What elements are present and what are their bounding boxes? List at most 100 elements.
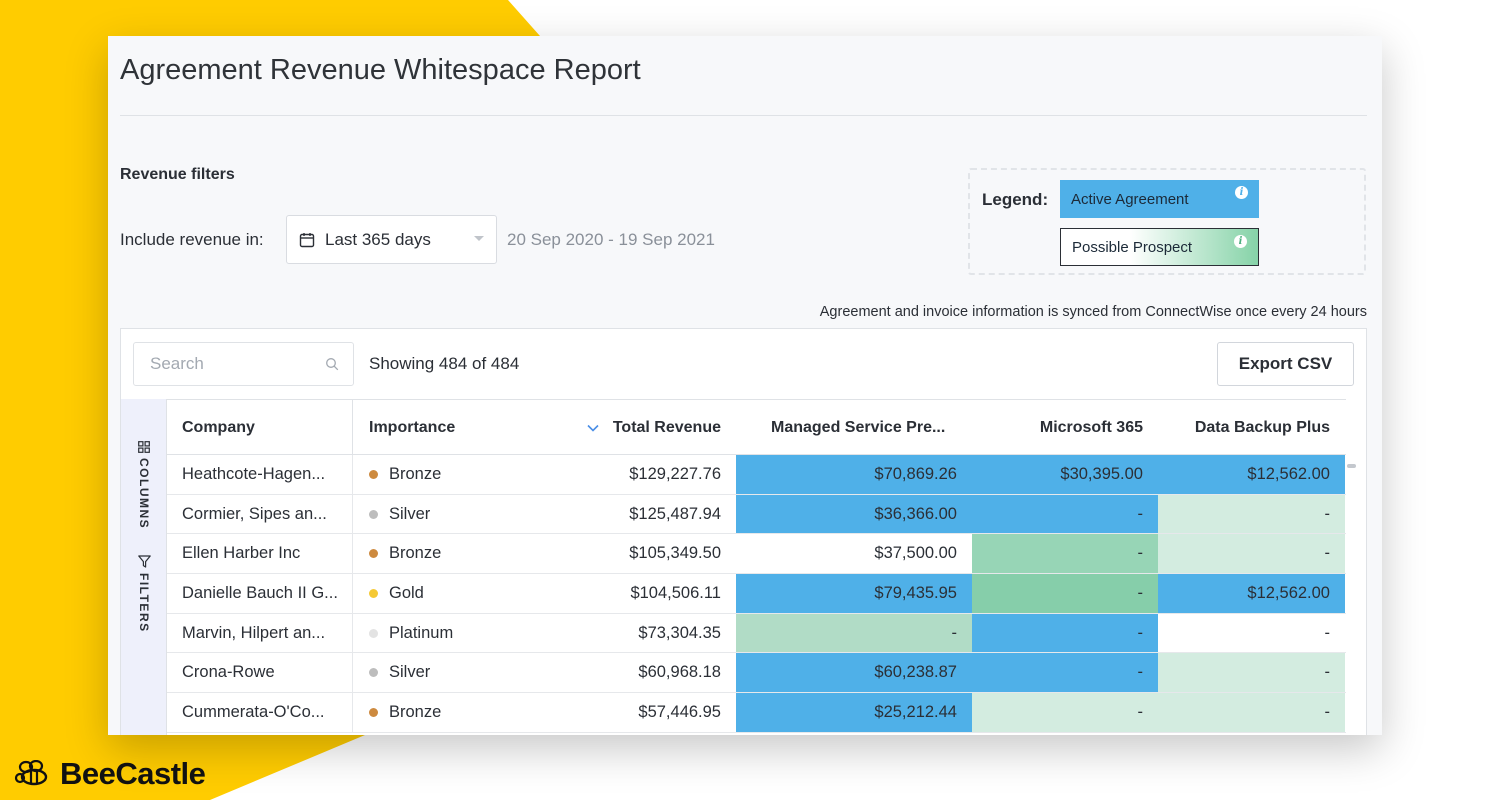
data-backup-plus-cell: $12,562.00 bbox=[1158, 455, 1345, 494]
report-card: Agreement Revenue Whitespace Report Reve… bbox=[108, 36, 1382, 735]
filters-label: FILTERS bbox=[137, 573, 151, 633]
importance-label: Bronze bbox=[389, 544, 442, 563]
data-backup-plus-cell: - bbox=[1158, 693, 1345, 732]
table-row[interactable]: Heathcote-Hagen... Bronze $129,227.76 $7… bbox=[167, 455, 1346, 495]
platinum-dot-icon bbox=[369, 628, 378, 638]
page-title: Agreement Revenue Whitespace Report bbox=[120, 54, 641, 86]
managed-service-cell: - bbox=[736, 613, 972, 653]
table-row[interactable]: Cummerata-O'Co... Bronze $57,446.95 $25,… bbox=[167, 693, 1346, 733]
column-header-data-backup-plus[interactable]: Data Backup Plus bbox=[1158, 400, 1345, 456]
column-header-label: Total Revenue bbox=[612, 419, 721, 436]
column-header-total-revenue[interactable]: Total Revenue bbox=[553, 400, 736, 456]
grid-side-panel: COLUMNS FILTERS bbox=[121, 399, 167, 735]
columns-label: COLUMNS bbox=[137, 458, 151, 530]
legend: Legend: Active Agreement i Possible Pros… bbox=[968, 168, 1366, 275]
company-cell: Danielle Bauch II G... bbox=[167, 574, 353, 613]
data-backup-plus-cell: $12,562.00 bbox=[1158, 574, 1345, 613]
importance-label: Platinum bbox=[389, 623, 454, 642]
table-row[interactable]: Marvin, Hilpert an... Platinum $73,304.3… bbox=[167, 613, 1346, 654]
importance-cell: Bronze bbox=[353, 693, 553, 732]
brand-logo: BeeCastle bbox=[12, 756, 206, 792]
data-backup-plus-cell: - bbox=[1158, 613, 1345, 653]
table-row[interactable]: Ellen Harber Inc Bronze $105,349.50 $37,… bbox=[167, 534, 1346, 575]
column-header-importance[interactable]: Importance bbox=[353, 400, 553, 456]
bronze-dot-icon bbox=[369, 707, 378, 717]
data-table: Company Importance Total Revenue Managed… bbox=[167, 399, 1346, 733]
total-revenue-cell: $104,506.11 bbox=[630, 583, 721, 602]
scrollbar-thumb[interactable] bbox=[1347, 464, 1356, 468]
table-row[interactable]: Crona-Rowe Silver $60,968.18 $60,238.87 … bbox=[167, 653, 1346, 694]
microsoft-365-cell: - bbox=[972, 574, 1158, 613]
column-header-company[interactable]: Company bbox=[167, 400, 353, 456]
importance-label: Silver bbox=[389, 504, 431, 523]
search-input[interactable] bbox=[150, 354, 310, 374]
calendar-icon bbox=[299, 232, 315, 247]
column-header-managed-service[interactable]: Managed Service Pre... bbox=[736, 400, 972, 456]
managed-service-cell: $36,366.00 bbox=[736, 494, 972, 534]
total-revenue-cell: $129,227.76 bbox=[629, 464, 721, 483]
filter-icon bbox=[137, 555, 151, 568]
table-row[interactable]: Danielle Bauch II G... Gold $104,506.11 … bbox=[167, 574, 1346, 614]
legend-prospect-label: Possible Prospect bbox=[1072, 238, 1193, 256]
info-icon[interactable]: i bbox=[1235, 186, 1248, 199]
data-backup-plus-cell: - bbox=[1158, 494, 1345, 534]
export-csv-button[interactable]: Export CSV bbox=[1217, 342, 1354, 386]
column-header-label: Company bbox=[182, 419, 255, 436]
revenue-range-value: Last 365 days bbox=[325, 229, 431, 249]
divider bbox=[120, 115, 1367, 116]
microsoft-365-cell: - bbox=[972, 613, 1158, 653]
column-header-label: Data Backup Plus bbox=[1194, 419, 1330, 436]
bronze-dot-icon bbox=[369, 549, 378, 559]
managed-service-cell: $25,212.44 bbox=[736, 693, 972, 732]
importance-label: Bronze bbox=[389, 702, 442, 721]
bronze-dot-icon bbox=[369, 469, 378, 479]
company-cell: Marvin, Hilpert an... bbox=[167, 613, 353, 653]
info-icon[interactable]: i bbox=[1234, 235, 1247, 248]
total-revenue-cell: $60,968.18 bbox=[638, 663, 721, 682]
microsoft-365-cell: - bbox=[972, 653, 1158, 693]
filters-panel-toggle[interactable]: FILTERS bbox=[128, 555, 160, 633]
columns-panel-toggle[interactable]: COLUMNS bbox=[128, 441, 160, 529]
managed-service-cell: $70,869.26 bbox=[736, 455, 972, 494]
microsoft-365-cell: $30,395.00 bbox=[972, 455, 1158, 494]
silver-dot-icon bbox=[369, 668, 378, 678]
importance-label: Silver bbox=[389, 663, 431, 682]
grid-toolbar: Showing 484 of 484 Export CSV bbox=[121, 329, 1366, 399]
column-header-label: Microsoft 365 bbox=[1039, 419, 1143, 436]
managed-service-cell: $60,238.87 bbox=[736, 653, 972, 693]
legend-label: Legend: bbox=[982, 190, 1049, 209]
company-cell: Crona-Rowe bbox=[167, 653, 353, 693]
sort-descending-icon bbox=[587, 424, 599, 432]
data-backup-plus-cell: - bbox=[1158, 534, 1345, 574]
search-icon bbox=[326, 358, 339, 371]
company-cell: Cummerata-O'Co... bbox=[167, 693, 353, 732]
row-count: Showing 484 of 484 bbox=[369, 354, 520, 373]
total-revenue-cell: $125,487.94 bbox=[629, 504, 721, 523]
importance-cell: Bronze bbox=[353, 534, 553, 573]
sync-note: Agreement and invoice information is syn… bbox=[819, 304, 1367, 320]
revenue-range-select[interactable]: Last 365 days bbox=[286, 215, 497, 264]
column-header-label: Importance bbox=[369, 419, 456, 436]
date-range-text: 20 Sep 2020 - 19 Sep 2021 bbox=[507, 230, 715, 249]
company-cell: Heathcote-Hagen... bbox=[167, 455, 353, 494]
table-row[interactable]: Cormier, Sipes an... Silver $125,487.94 … bbox=[167, 494, 1346, 535]
microsoft-365-cell: - bbox=[972, 693, 1158, 732]
column-header-microsoft-365[interactable]: Microsoft 365 bbox=[972, 400, 1158, 456]
search-box[interactable] bbox=[133, 342, 354, 386]
revenue-filters-heading: Revenue filters bbox=[120, 166, 235, 183]
include-revenue-label: Include revenue in: bbox=[120, 230, 264, 249]
total-revenue-cell: $57,446.95 bbox=[638, 702, 721, 721]
columns-icon bbox=[138, 441, 150, 453]
total-revenue-cell: $105,349.50 bbox=[629, 544, 721, 563]
data-backup-plus-cell: - bbox=[1158, 653, 1345, 693]
table-header-row: Company Importance Total Revenue Managed… bbox=[167, 399, 1346, 456]
column-header-label: Managed Service Pre... bbox=[771, 419, 946, 436]
company-cell: Cormier, Sipes an... bbox=[167, 494, 353, 534]
microsoft-365-cell: - bbox=[972, 494, 1158, 534]
brand-name: BeeCastle bbox=[60, 756, 206, 791]
importance-cell: Bronze bbox=[353, 455, 553, 494]
total-revenue-cell: $73,304.35 bbox=[638, 623, 721, 642]
legend-active-label: Active Agreement bbox=[1071, 190, 1189, 208]
importance-label: Bronze bbox=[389, 464, 442, 483]
importance-cell: Silver bbox=[353, 495, 553, 534]
